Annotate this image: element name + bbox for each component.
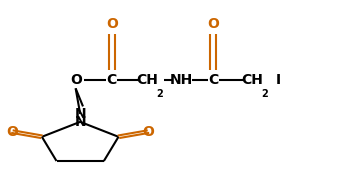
Text: N: N [74, 115, 86, 129]
Text: I: I [275, 74, 281, 87]
Text: O: O [106, 17, 118, 31]
Text: CH: CH [136, 74, 158, 87]
Text: O: O [143, 125, 154, 139]
Text: N: N [74, 107, 86, 121]
Text: NH: NH [170, 74, 193, 87]
Text: CH: CH [241, 74, 263, 87]
Text: O: O [6, 125, 18, 139]
Text: O: O [71, 74, 83, 87]
Text: 2: 2 [262, 89, 269, 99]
Text: O: O [207, 17, 219, 31]
Text: 2: 2 [157, 89, 163, 99]
Text: C: C [107, 74, 117, 87]
Text: C: C [208, 74, 219, 87]
